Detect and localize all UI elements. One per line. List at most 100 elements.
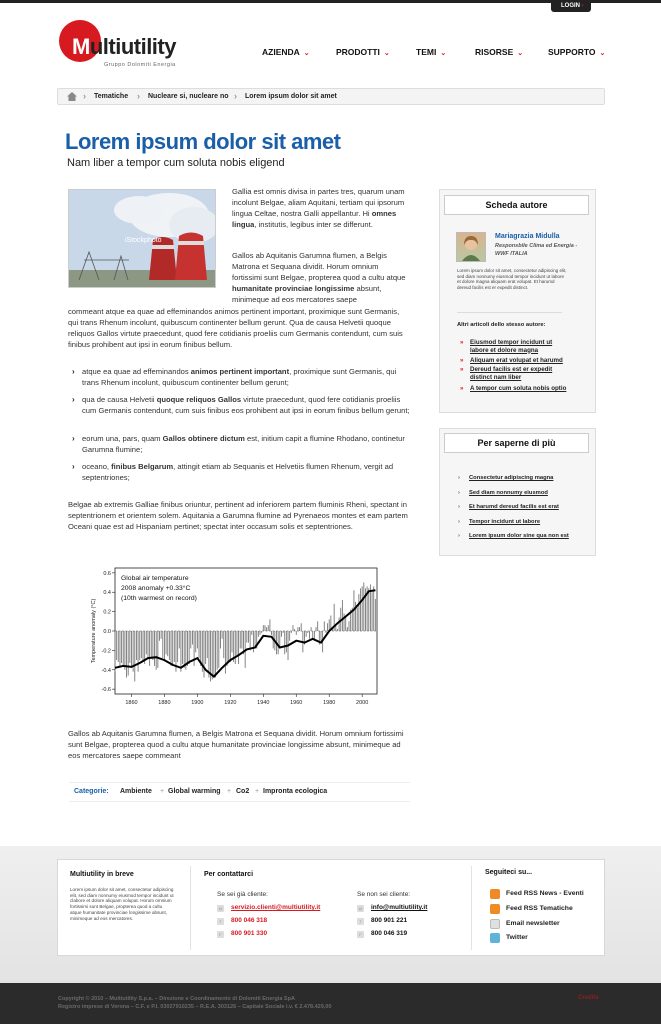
- follow-link[interactable]: Twitter: [506, 934, 528, 941]
- author-name[interactable]: Mariagrazia Midulla: [495, 233, 560, 240]
- divider: [471, 866, 472, 950]
- twitter-icon: [490, 933, 500, 943]
- chevron-right-icon: ›: [581, 3, 584, 9]
- paragraph-1: Gallia est omnis divisa in partes tres, …: [232, 187, 405, 229]
- chevron-down-icon: ⌄: [517, 50, 524, 57]
- top-bar: [0, 0, 661, 3]
- rss-icon: [490, 889, 500, 899]
- nonclient-fax: 800 046 319: [371, 930, 408, 937]
- follow-link[interactable]: Feed RSS Tematiche: [506, 905, 573, 912]
- chevron-down-icon: ⌄: [303, 50, 310, 57]
- y-tick-label: -0.6: [102, 687, 111, 693]
- client-fax: 800 901 330: [231, 930, 268, 937]
- breadcrumb-current: Lorem ipsum dolor sit amet: [245, 93, 337, 100]
- nav-prodotti[interactable]: PRODOTTI ⌄: [336, 47, 390, 57]
- nav-risorse[interactable]: RISORSE ⌄: [475, 47, 523, 57]
- chevron-right-icon: ›: [137, 91, 140, 101]
- follow-link[interactable]: Feed RSS News - Eventi: [506, 890, 584, 897]
- logo-subtitle: Gruppo Dolomiti Energia: [104, 62, 176, 68]
- author-bio: Lorem ipsum dolor sit amet, consectetur …: [457, 268, 567, 290]
- more-link[interactable]: › Sed diam nonnumy eiusmod: [458, 490, 548, 496]
- nonclient-phone: 800 901 221: [371, 917, 408, 924]
- more-link[interactable]: › Consectetur adipiscing magna: [458, 475, 554, 481]
- author-role: Responsbile Clima ed Energia - WWF ITALI…: [495, 243, 578, 257]
- photo-watermark: iStockphoto: [125, 237, 162, 244]
- logo[interactable]: [59, 20, 101, 62]
- x-tick-label: 1900: [191, 700, 203, 706]
- category-separator: +: [255, 788, 260, 795]
- x-tick-label: 1940: [257, 700, 269, 706]
- author-avatar: [456, 232, 486, 262]
- y-tick-label: 0.4: [103, 590, 111, 596]
- related-link[interactable]: » Eiusmod tempor incidunt ut labore et do…: [460, 339, 553, 354]
- category-link[interactable]: Ambiente: [120, 788, 152, 795]
- related-link[interactable]: » Aliquam erat volupat et harumd: [460, 357, 563, 364]
- y-tick-label: 0.2: [103, 610, 111, 616]
- bullet-icon: »: [460, 339, 464, 346]
- x-tick-label: 1880: [158, 700, 170, 706]
- copyright: Copyright © 2010 – Multiutility S.p.a. –…: [58, 995, 331, 1011]
- breadcrumb-item[interactable]: Nucleare si, nucleare no: [148, 93, 229, 100]
- footer-brief-title: Multiutility in breve: [70, 871, 134, 878]
- login-button[interactable]: LOGIN ›: [551, 0, 591, 12]
- divider: [457, 312, 562, 313]
- related-title: Altri articoli dello stesso autore:: [457, 322, 546, 328]
- logo-m: M: [72, 34, 90, 59]
- fax-icon: F: [217, 931, 224, 938]
- page-subtitle: Nam liber a tempor cum soluta nobis elig…: [67, 157, 285, 169]
- author-box-title: Scheda autore: [444, 195, 589, 215]
- chevron-down-icon: ⌄: [383, 50, 390, 57]
- x-tick-label: 1860: [125, 700, 137, 706]
- newsletter-icon: [490, 919, 500, 929]
- nav-label: TEMI: [416, 47, 437, 57]
- divider: [190, 866, 191, 950]
- more-link[interactable]: › Lorem ipsum dolor sine qua non est: [458, 533, 569, 539]
- client-email[interactable]: servizio.clienti@multiutility.it: [231, 904, 321, 911]
- logo-text[interactable]: Multiutility: [72, 34, 176, 60]
- footer-follow-title: Seguiteci su...: [485, 869, 533, 876]
- chevron-right-icon: ›: [83, 91, 86, 101]
- rss-icon: [490, 904, 500, 914]
- chart-annotation: (10th warmest on record): [121, 595, 197, 602]
- nav-supporto[interactable]: SUPPORTO ⌄: [548, 47, 605, 57]
- chevron-down-icon: ⌄: [599, 50, 606, 57]
- follow-link[interactable]: Email newsletter: [506, 920, 560, 927]
- y-tick-label: -0.2: [102, 648, 111, 654]
- related-link[interactable]: » Dereud facilis est er expedit distinct …: [460, 366, 553, 381]
- breadcrumb-item[interactable]: Tematiche: [94, 93, 129, 100]
- article-photo: iStockphoto: [68, 189, 216, 288]
- category-link[interactable]: Global warming: [168, 788, 221, 795]
- nav-label: PRODOTTI: [336, 47, 380, 57]
- nonclient-email[interactable]: info@multiutility.it: [371, 904, 428, 911]
- breadcrumb: › Tematiche › Nucleare si, nucleare no ›…: [57, 88, 605, 105]
- bullet-icon: ›: [458, 519, 460, 525]
- login-label: LOGIN: [561, 3, 580, 9]
- x-tick-label: 1920: [224, 700, 236, 706]
- more-box-title: Per saperne di più: [444, 433, 589, 453]
- credits-link[interactable]: Credits: [578, 995, 599, 1001]
- phone-icon: T: [217, 918, 224, 925]
- more-link[interactable]: › Et harumd dereud facilis est erat: [458, 504, 559, 510]
- nonclient-label: Se non sei cliente:: [357, 891, 411, 898]
- footer-box: [57, 859, 605, 956]
- nav-temi[interactable]: TEMI ⌄: [416, 47, 446, 57]
- home-icon[interactable]: [67, 92, 77, 101]
- category-link[interactable]: Impronta ecologica: [263, 788, 328, 795]
- author-box: [439, 189, 596, 413]
- related-link[interactable]: » A tempor cum soluta nobis optio: [460, 385, 567, 392]
- categories-label: Categorie:: [74, 788, 109, 795]
- client-label: Se sei già cliente:: [217, 891, 268, 898]
- chevron-right-icon: ›: [72, 395, 75, 404]
- category-link[interactable]: Co2: [236, 788, 250, 795]
- more-link[interactable]: › Tempor incidunt ut labore: [458, 519, 541, 525]
- email-icon: @: [357, 905, 364, 912]
- category-separator: +: [227, 788, 232, 795]
- paragraph-2-cont: commeant atque ea quae ad effeminandos a…: [68, 307, 403, 349]
- page-title: Lorem ipsum dolor sit amet: [65, 129, 341, 154]
- nav-azienda[interactable]: AZIENDA ⌄: [262, 47, 310, 57]
- y-tick-label: 0.0: [103, 629, 111, 635]
- paragraph-3: Belgae ab extremis Galliae finibus oriun…: [68, 500, 408, 531]
- logo-rest: ultiutility: [89, 34, 177, 59]
- copyright-line: Copyright © 2010 – Multiutility S.p.a. –…: [58, 996, 295, 1002]
- fax-icon: F: [357, 931, 364, 938]
